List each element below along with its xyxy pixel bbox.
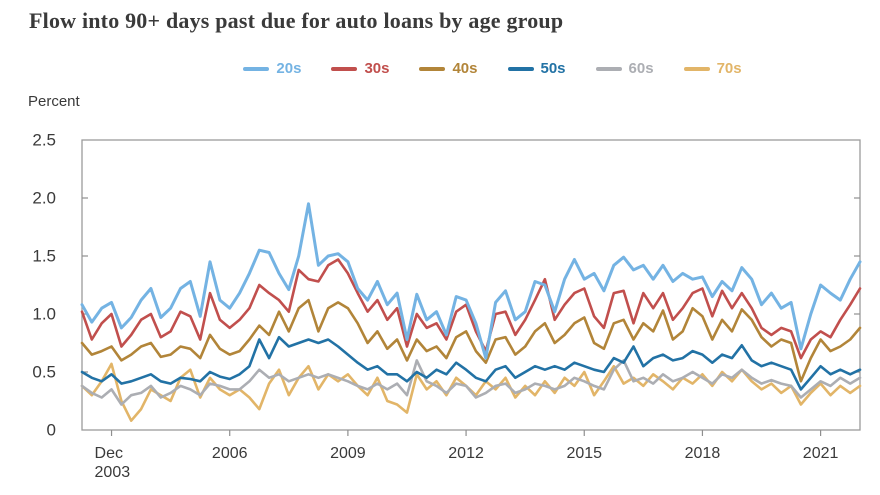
legend-item-30s: 30s (331, 60, 389, 77)
legend: 20s 30s 40s 50s 60s 70s (105, 60, 880, 77)
x-tick-label: 2003 (95, 464, 131, 481)
legend-item-50s: 50s (507, 60, 566, 77)
legend-label-30s: 30s (364, 60, 390, 77)
x-tick-label: 2012 (448, 445, 484, 462)
plot-border (81, 139, 861, 431)
series-line-20s (80, 202, 862, 360)
y-tick-label: 2.0 (32, 189, 56, 208)
legend-swatch-70s (683, 66, 710, 71)
series-line-30s (80, 258, 862, 360)
y-axis-unit-label: Percent (28, 93, 80, 110)
y-tick-label: 1.5 (32, 247, 56, 266)
x-tick-label: 2021 (803, 445, 839, 462)
x-tick-label: 2018 (685, 445, 721, 462)
legend-swatch-50s (507, 66, 534, 71)
legend-label-20s: 20s (276, 60, 302, 77)
y-tick-label: 0.5 (32, 363, 56, 382)
chart-title: Flow into 90+ days past due for auto loa… (29, 8, 564, 33)
legend-label-40s: 40s (452, 60, 478, 77)
x-tick-label: 2006 (212, 445, 248, 462)
y-tick-label: 0 (47, 421, 56, 440)
legend-item-60s: 60s (595, 60, 654, 77)
y-tick-label: 2.5 (32, 131, 56, 150)
legend-item-70s: 70s (683, 60, 742, 77)
legend-swatch-60s (595, 66, 622, 71)
series-line-40s (80, 298, 862, 383)
series-line-50s (80, 335, 862, 391)
legend-label-60s: 60s (628, 60, 654, 77)
legend-swatch-20s (243, 66, 270, 71)
y-tick-label: 1.0 (32, 305, 56, 324)
legend-swatch-30s (331, 66, 358, 71)
legend-item-20s: 20s (243, 60, 301, 77)
series-line-60s (80, 359, 862, 406)
x-tick-label: Dec (95, 445, 123, 462)
x-tick-label: 2015 (566, 445, 602, 462)
legend-item-40s: 40s (419, 60, 478, 77)
legend-swatch-40s (419, 66, 446, 71)
legend-label-70s: 70s (716, 60, 742, 77)
legend-label-50s: 50s (540, 60, 566, 77)
x-tick-label: 2009 (330, 445, 366, 462)
